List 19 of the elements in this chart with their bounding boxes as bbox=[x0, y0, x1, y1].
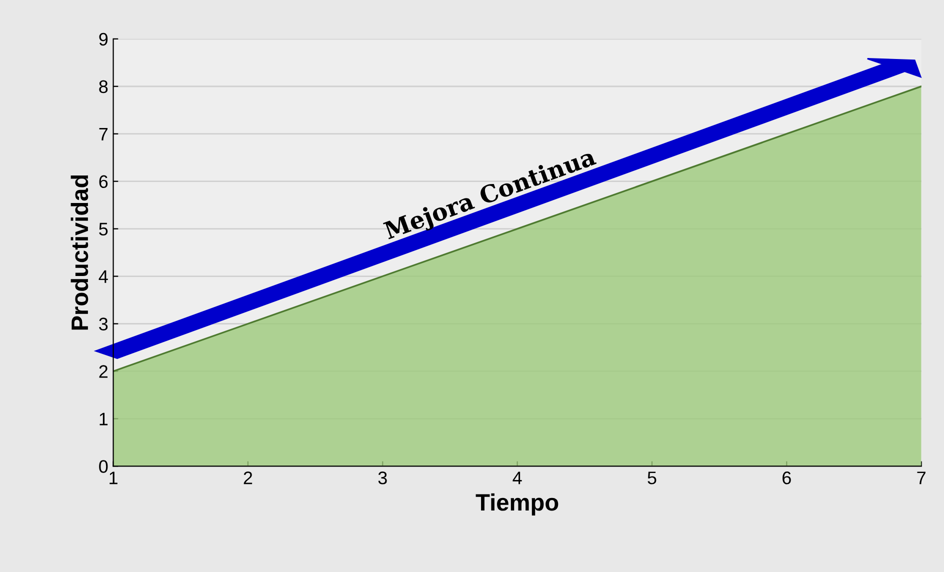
y-tick-label: 9 bbox=[99, 32, 108, 46]
x-tick-label: 5 bbox=[648, 472, 656, 484]
y-tick-label: 8 bbox=[99, 80, 108, 94]
x-tick-label: 1 bbox=[110, 472, 118, 484]
y-tick-label: 4 bbox=[98, 270, 108, 283]
y-tick-label: 7 bbox=[99, 128, 108, 140]
x-axis-title: Tiempo bbox=[476, 493, 558, 516]
y-tick-label: 2 bbox=[99, 365, 108, 378]
y-tick-label: 3 bbox=[99, 318, 108, 330]
y-tick-label: 6 bbox=[99, 175, 108, 188]
y-tick-label: 5 bbox=[99, 222, 108, 236]
x-tick-label: 4 bbox=[512, 472, 522, 484]
y-tick-label: 1 bbox=[100, 412, 108, 426]
x-tick-label: 2 bbox=[244, 472, 252, 484]
y-axis-title: Productividad bbox=[70, 175, 88, 330]
x-tick-label: 3 bbox=[378, 472, 387, 484]
x-tick-label: 6 bbox=[782, 472, 791, 484]
x-tick-label: 7 bbox=[917, 472, 926, 484]
y-tick-label: 0 bbox=[99, 460, 108, 473]
